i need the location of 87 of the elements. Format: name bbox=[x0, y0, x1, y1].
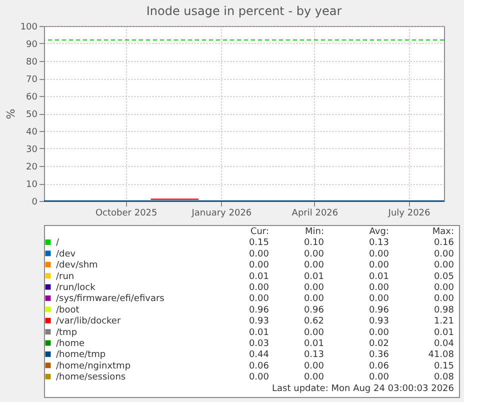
text: Min: bbox=[304, 227, 324, 237]
text: 41.08 bbox=[428, 350, 454, 360]
y-tick-label: 0 bbox=[32, 198, 38, 208]
text: 0.16 bbox=[434, 238, 454, 248]
text: 0.00 bbox=[248, 283, 270, 293]
y-tick-label: 20 bbox=[26, 162, 38, 172]
text: 0.01 bbox=[248, 328, 269, 338]
text: 0.00 bbox=[304, 249, 324, 260]
text: 0.10 bbox=[304, 238, 324, 248]
y-axis-title: % bbox=[4, 108, 18, 120]
text: 0.00 bbox=[304, 328, 324, 338]
x-tick-label: October 2025 bbox=[95, 208, 158, 218]
x-tick-label: April 2026 bbox=[292, 208, 338, 218]
text: Last update: Mon Aug 24 03:00:03 2026 bbox=[272, 384, 454, 394]
text: 0.15 bbox=[434, 361, 454, 372]
x-tick-label: July 2026 bbox=[387, 208, 431, 218]
text: 0.96 bbox=[304, 305, 324, 316]
text: 0.00 bbox=[434, 294, 454, 304]
text: 0.01 bbox=[248, 272, 269, 282]
y-tick-label: 10 bbox=[26, 180, 38, 190]
legend-label: / bbox=[56, 238, 60, 248]
legend-label: /home/tmp bbox=[56, 350, 106, 360]
text: 0.15 bbox=[248, 238, 269, 248]
text: 0.62 bbox=[304, 316, 324, 327]
legend-label: /var/lib/docker bbox=[56, 316, 121, 327]
legend-label: /dev bbox=[56, 249, 76, 260]
legend-label: /run/lock bbox=[56, 283, 96, 293]
text: 0.00 bbox=[248, 249, 270, 260]
text: 0.01 bbox=[368, 272, 389, 282]
text: 0.00 bbox=[304, 283, 324, 293]
text: 0.13 bbox=[304, 350, 324, 360]
text: 0.04 bbox=[434, 339, 454, 349]
y-tick-label: 40 bbox=[26, 128, 38, 138]
y-tick-label: 90 bbox=[26, 40, 38, 50]
legend-label: /run bbox=[56, 272, 74, 282]
text: 0.00 bbox=[248, 372, 270, 383]
text: 0.00 bbox=[304, 294, 324, 304]
text: 0.01 bbox=[304, 339, 324, 349]
text: 0.00 bbox=[304, 260, 324, 271]
text: Avg: bbox=[369, 227, 389, 237]
y-tick-label: 100 bbox=[20, 22, 38, 32]
text: 0.01 bbox=[434, 328, 454, 338]
text: 0.98 bbox=[434, 305, 454, 316]
text: 0.03 bbox=[248, 339, 269, 349]
y-tick-label: 80 bbox=[26, 58, 38, 68]
legend-label: /tmp bbox=[56, 328, 78, 338]
text: 0.00 bbox=[248, 260, 270, 271]
text: 0.05 bbox=[434, 272, 454, 282]
text: 0.00 bbox=[368, 283, 390, 293]
text: 0.00 bbox=[304, 372, 324, 383]
text: 0.00 bbox=[304, 361, 324, 372]
text: 0.08 bbox=[434, 372, 454, 383]
text: 0.13 bbox=[368, 238, 389, 248]
text: 0.00 bbox=[368, 294, 390, 304]
text: 0.00 bbox=[368, 328, 390, 338]
text: Max: bbox=[432, 227, 454, 237]
text: 0.00 bbox=[434, 249, 454, 260]
text: 0.00 bbox=[368, 249, 390, 260]
text: 0.36 bbox=[368, 350, 390, 360]
text: 0.44 bbox=[248, 350, 270, 360]
legend-label: /sys/firmware/efi/efivars bbox=[56, 294, 165, 304]
y-tick-label: 50 bbox=[26, 110, 38, 120]
y-tick-label: 70 bbox=[26, 75, 38, 85]
legend-label: /home/sessions bbox=[56, 372, 126, 383]
text: 0.93 bbox=[368, 316, 389, 327]
chart-title: Inode usage in percent - by year bbox=[146, 4, 342, 18]
text: 1.21 bbox=[434, 316, 454, 327]
text: 0.00 bbox=[248, 294, 270, 304]
text: 0.06 bbox=[368, 361, 390, 372]
text: 0.00 bbox=[434, 283, 454, 293]
legend-label: /home/nginxtmp bbox=[56, 361, 131, 372]
text: 0.01 bbox=[304, 272, 324, 282]
text: 0.96 bbox=[248, 305, 270, 316]
text: Cur: bbox=[250, 227, 269, 237]
text: 0.00 bbox=[368, 372, 390, 383]
text: 0.93 bbox=[248, 316, 269, 327]
y-tick-label: 60 bbox=[26, 92, 38, 102]
text: 0.00 bbox=[434, 260, 454, 271]
x-tick-label: January 2026 bbox=[190, 208, 252, 218]
text: 0.06 bbox=[248, 361, 270, 372]
legend-label: /dev/shm bbox=[56, 260, 98, 271]
legend-label: /boot bbox=[56, 305, 80, 316]
text: 0.96 bbox=[368, 305, 390, 316]
text: 0.00 bbox=[368, 260, 390, 271]
y-tick-label: 30 bbox=[26, 145, 38, 155]
text: 0.02 bbox=[368, 339, 389, 349]
legend-label: /home bbox=[56, 339, 86, 349]
